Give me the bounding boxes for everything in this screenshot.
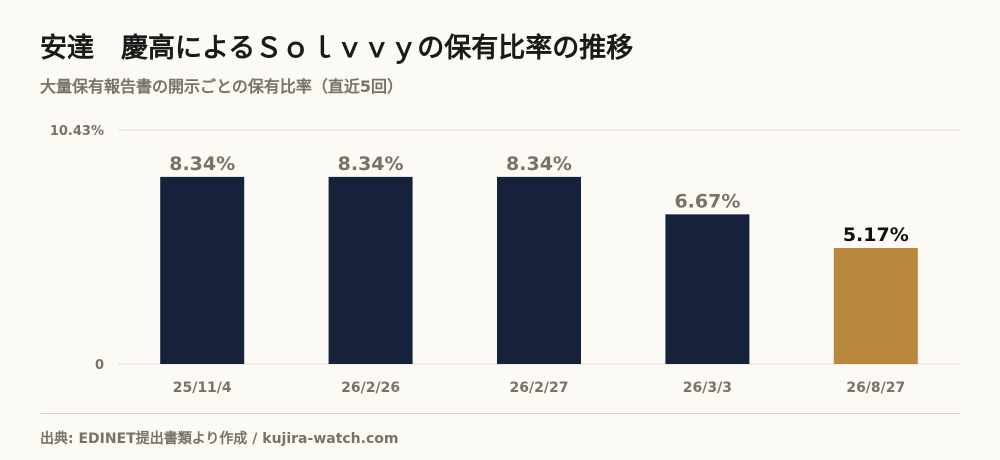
data-label: 8.34%: [338, 153, 404, 175]
x-tick-label: 26/8/27: [846, 380, 905, 396]
bar: [328, 176, 413, 364]
footer-divider: [40, 413, 960, 414]
bar: [160, 176, 245, 364]
data-label: 8.34%: [506, 153, 572, 175]
bar: [497, 176, 581, 364]
chart-subtitle: 大量保有報告書の開示ごとの保有比率（直近5回）: [40, 77, 403, 96]
data-label: 8.34%: [169, 153, 235, 175]
y-tick-label: 10.43%: [50, 124, 104, 139]
x-tick-label: 26/2/26: [341, 380, 400, 396]
x-tick-label: 26/2/27: [510, 380, 569, 396]
bar: [833, 248, 918, 364]
source-note: 出典: EDINET提出書類より作成 / kujira-watch.com: [40, 431, 399, 447]
x-tick-label: 25/11/4: [173, 380, 232, 396]
chart-title: 安達 慶高によるＳｏｌｖｖｙの保有比率の推移: [40, 33, 634, 64]
bar: [665, 214, 750, 364]
x-tick-label: 26/3/3: [683, 380, 732, 396]
data-label: 6.67%: [674, 190, 740, 212]
y-tick-label: 0: [95, 358, 104, 373]
data-label: 5.17%: [843, 224, 909, 246]
